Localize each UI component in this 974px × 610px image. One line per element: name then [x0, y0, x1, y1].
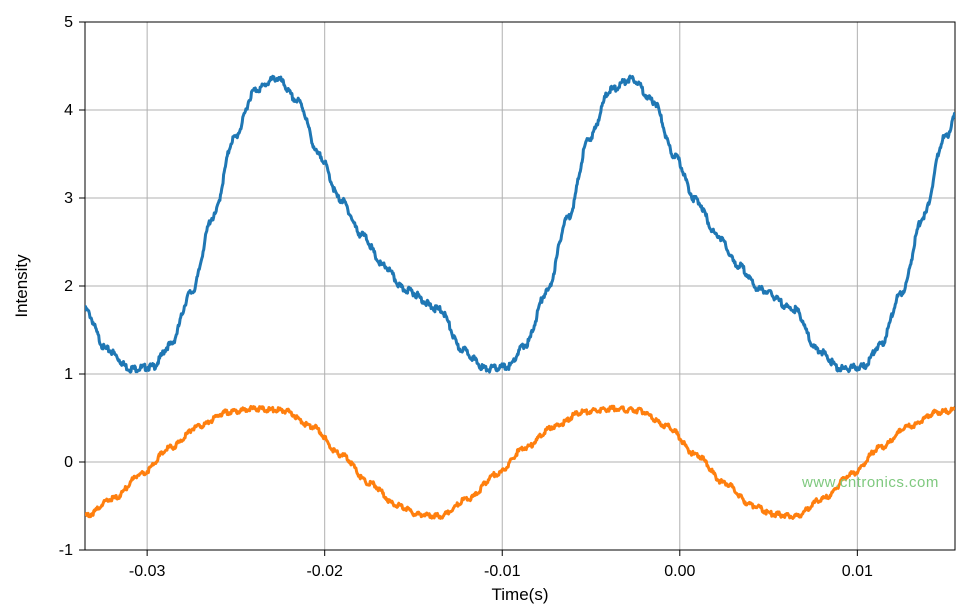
x-tick-label: -0.01 [484, 563, 521, 580]
y-tick-label: 1 [64, 366, 73, 383]
x-tick-label: -0.03 [129, 563, 166, 580]
x-tick-group: -0.03 -0.02 -0.01 0.00 0.01 [129, 550, 873, 580]
y-tick-label: 5 [64, 14, 73, 31]
y-tick-label: 3 [64, 190, 73, 207]
x-tick-label: 0.01 [842, 563, 873, 580]
intensity-time-chart: -0.03 -0.02 -0.01 0.00 0.01 -1 0 1 2 3 4 5 Time(s)… [0, 0, 974, 610]
y-axis-label: Intensity [12, 254, 31, 318]
y-tick-group: -1 0 1 2 3 4 5 [59, 14, 85, 559]
y-tick-label: 4 [64, 102, 73, 119]
y-tick-label: 0 [64, 454, 73, 471]
y-tick-label: 2 [64, 278, 73, 295]
x-tick-label: 0.00 [664, 563, 695, 580]
x-axis-label: Time(s) [492, 585, 549, 604]
watermark-text: www.cntronics.com [801, 474, 939, 491]
x-tick-label: -0.02 [306, 563, 343, 580]
chart-container: -0.03 -0.02 -0.01 0.00 0.01 -1 0 1 2 3 4 5 Time(s)… [0, 0, 974, 610]
y-tick-label: -1 [59, 542, 73, 559]
